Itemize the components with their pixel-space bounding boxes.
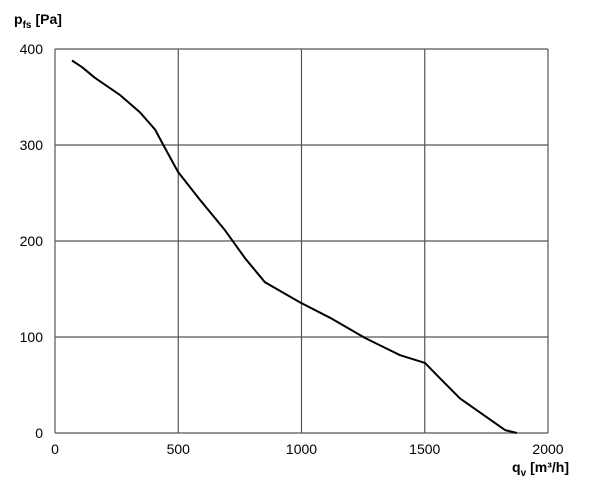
y-tick-label: 0 [35,425,43,441]
y-label-unit: [Pa] [35,11,61,27]
y-tick-label: 300 [20,137,44,153]
x-tick-label: 2000 [532,441,563,457]
x-label-symbol: q [512,459,521,475]
y-tick-label: 200 [20,233,44,249]
curve [71,59,518,434]
x-axis-label: qv [m³/h] [512,459,569,479]
y-tick-label: 100 [20,329,44,345]
y-label-symbol: p [14,11,23,27]
x-label-unit: [m³/h] [530,459,569,475]
x-label-subscript: v [521,468,527,479]
x-tick-label: 1500 [409,441,440,457]
y-axis-label: pfs [Pa] [14,11,62,31]
x-tick-label: 1000 [286,441,317,457]
y-tick-label: 400 [20,41,44,57]
x-tick-label: 0 [51,441,59,457]
x-tick-label: 500 [167,441,191,457]
y-label-subscript: fs [23,20,32,31]
